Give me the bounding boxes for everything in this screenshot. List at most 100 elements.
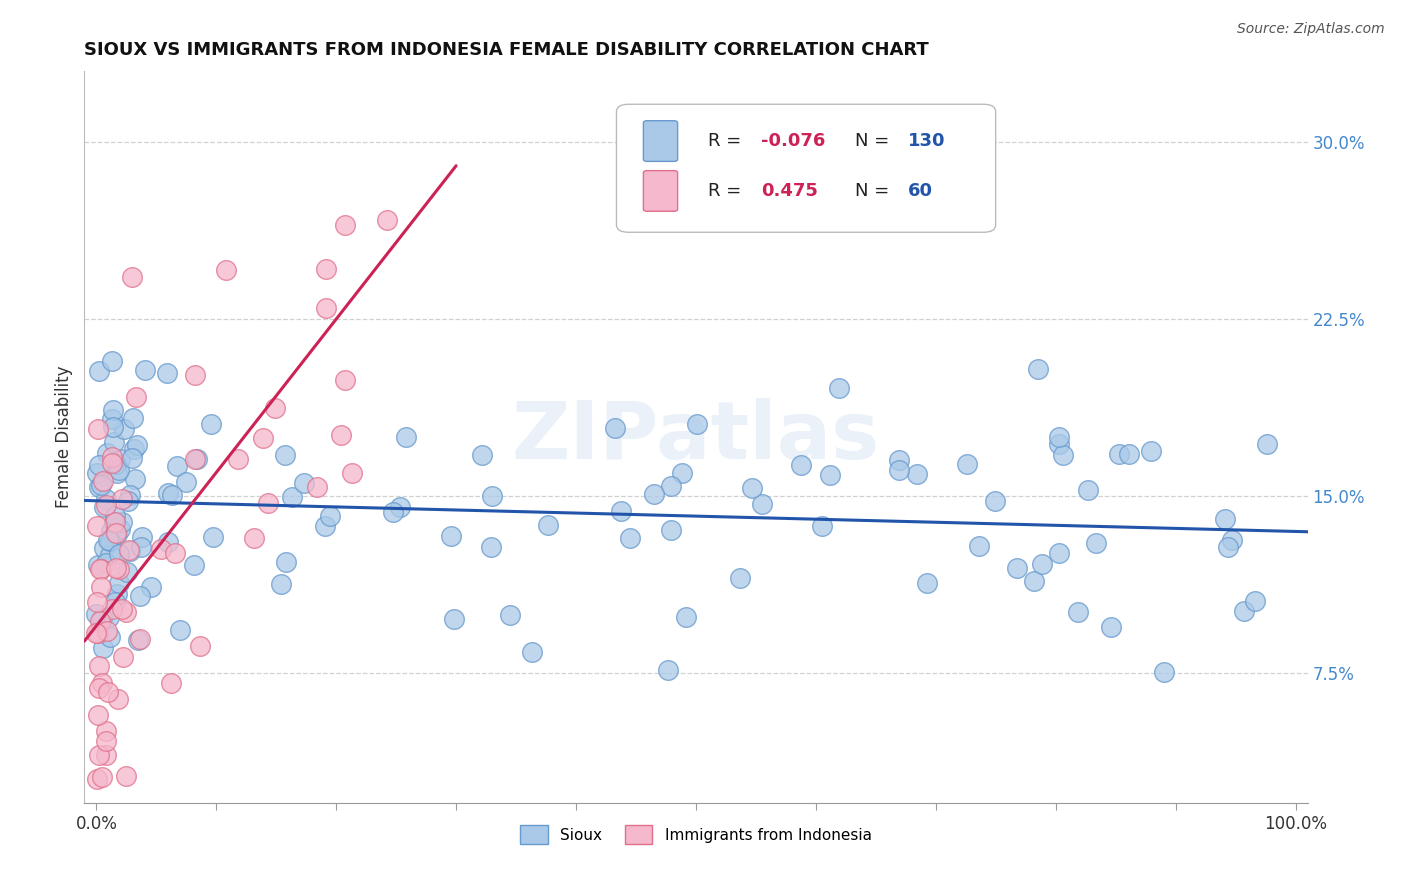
Point [315,261,337,276]
Point [741,481,763,495]
FancyBboxPatch shape [644,120,678,161]
Point [887,463,910,477]
Point [790,458,813,472]
Point [395,430,418,444]
Point [101,411,124,425]
Point [86,607,108,621]
Point [440,529,463,543]
Point [163,546,186,560]
Text: R =: R = [709,182,747,200]
Point [305,480,328,494]
Point [828,381,851,395]
Point [107,692,129,706]
Point [125,390,148,404]
Point [100,524,122,538]
Point [603,421,626,435]
Point [659,479,682,493]
Point [104,595,127,609]
Point [201,530,224,544]
Point [86,772,108,787]
Point [87,558,110,572]
Text: N =: N = [855,132,896,150]
Point [111,650,134,665]
Point [183,558,205,572]
Point [104,526,127,541]
Point [276,555,298,569]
Point [107,575,129,590]
Point [1085,536,1108,550]
Point [114,769,136,783]
Point [169,623,191,637]
Point [1216,540,1239,554]
Point [117,542,139,557]
Point [87,364,110,378]
Point [174,475,197,489]
Point [87,422,110,436]
Text: 60: 60 [908,182,932,200]
Point [90,562,112,576]
Point [160,676,183,690]
Point [330,428,353,442]
Text: R =: R = [709,132,747,150]
Point [91,770,114,784]
Point [115,565,138,579]
Point [887,453,910,467]
Point [471,449,494,463]
Point [87,708,110,723]
Point [101,353,124,368]
Point [1031,557,1053,571]
Point [127,633,149,648]
Point [1108,447,1130,461]
Point [129,632,152,646]
Point [93,541,115,555]
Point [686,417,709,431]
Text: N =: N = [855,182,896,200]
Point [157,535,180,549]
Point [121,269,143,284]
Point [108,562,131,576]
Point [270,577,292,591]
Point [619,532,641,546]
Point [89,458,111,472]
Text: -0.076: -0.076 [761,132,825,150]
Point [160,488,183,502]
Point [1022,574,1045,589]
Point [1005,560,1028,574]
Point [124,442,146,456]
Point [1047,430,1070,444]
Point [98,610,121,624]
Point [183,451,205,466]
Text: 130: 130 [908,132,945,150]
Point [105,466,128,480]
Point [97,685,120,699]
Point [969,539,991,553]
Point [115,605,138,619]
Point [107,463,129,477]
Point [375,213,398,227]
Point [101,403,124,417]
Point [520,645,543,659]
Point [915,576,938,591]
Point [94,556,117,570]
Point [117,493,139,508]
Point [1233,604,1256,618]
Point [94,492,117,507]
Point [89,659,111,673]
Point [90,675,112,690]
Point [184,368,207,383]
Point [103,516,125,530]
Point [226,452,249,467]
Point [129,540,152,554]
Point [101,602,124,616]
Point [91,474,114,488]
Point [121,450,143,465]
Point [96,748,118,763]
Point [131,529,153,543]
Point [186,451,208,466]
Point [215,263,238,277]
FancyBboxPatch shape [644,170,678,211]
Point [103,515,125,529]
Point [86,467,108,481]
Point [98,548,121,562]
Point [87,748,110,763]
